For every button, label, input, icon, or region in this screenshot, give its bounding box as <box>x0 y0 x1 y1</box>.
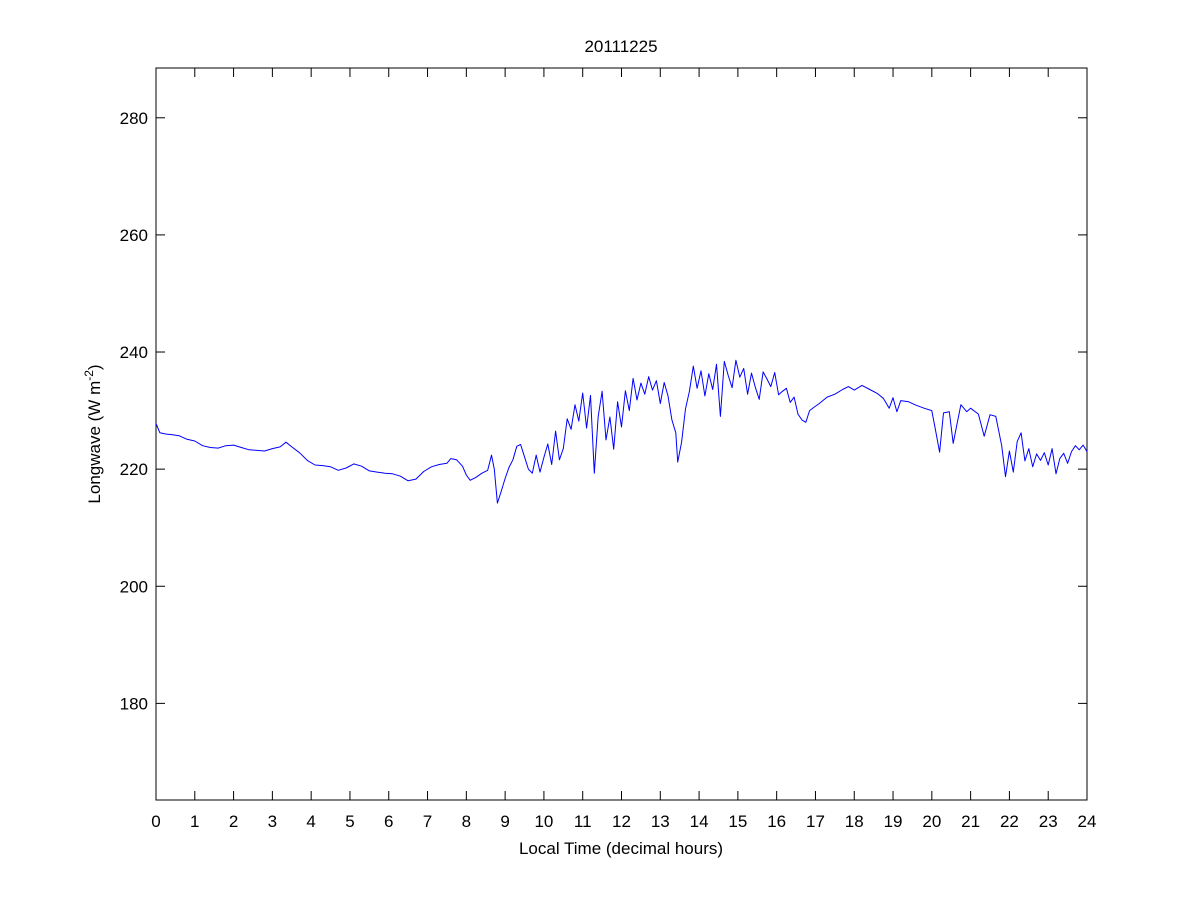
y-axis-label-close: ) <box>85 364 104 370</box>
y-axis-ticks: 180 200 220 240 260 280 <box>120 109 1087 713</box>
x-tick-label: 1 <box>190 812 199 831</box>
x-tick-label: 5 <box>345 812 354 831</box>
y-tick-label: 260 <box>120 226 148 245</box>
y-tick-label: 240 <box>120 343 148 362</box>
y-tick-label: 180 <box>120 694 148 713</box>
x-tick-label: 3 <box>268 812 277 831</box>
x-tick-label: 11 <box>574 812 592 831</box>
x-tick-label: 12 <box>612 812 631 831</box>
series-layer <box>155 359 1088 504</box>
x-tick-label: 10 <box>534 812 553 831</box>
x-tick-label: 2 <box>229 812 238 831</box>
y-axis-label-main: Longwave (W m <box>85 381 104 504</box>
x-tick-label: 13 <box>651 812 670 831</box>
x-tick-label: 0 <box>151 812 160 831</box>
x-tick-label: 14 <box>690 812 709 831</box>
plot-area-frame <box>155 67 1088 801</box>
x-tick-label: 24 <box>1078 812 1097 831</box>
x-tick-label: 20 <box>922 812 941 831</box>
x-tick-label: 18 <box>845 812 864 831</box>
y-axis-label: Longwave (W m-2) <box>82 364 104 503</box>
y-axis-label-superscript: -2 <box>82 370 96 381</box>
x-tick-label: 16 <box>767 812 786 831</box>
series-line <box>155 359 1088 504</box>
x-tick-label: 9 <box>500 812 509 831</box>
x-tick-label: 6 <box>384 812 393 831</box>
x-tick-label: 15 <box>728 812 747 831</box>
x-tick-label: 4 <box>306 812 315 831</box>
x-axis-ticks: 0 1 2 3 4 5 6 7 8 9 10 11 12 13 14 15 16 17 18 19 20 21 22 23 24 <box>151 68 1096 831</box>
x-tick-label: 19 <box>884 812 903 831</box>
x-tick-label: 17 <box>806 812 825 831</box>
x-tick-label: 7 <box>423 812 432 831</box>
y-tick-label: 220 <box>120 460 148 479</box>
y-tick-label: 280 <box>120 109 148 128</box>
x-tick-label: 21 <box>961 812 980 831</box>
x-tick-label: 23 <box>1039 812 1058 831</box>
x-tick-label: 22 <box>1000 812 1019 831</box>
chart-title: 20111225 <box>584 37 657 56</box>
y-tick-label: 200 <box>120 577 148 596</box>
x-tick-label: 8 <box>462 812 471 831</box>
x-axis-label: Local Time (decimal hours) <box>519 839 723 858</box>
